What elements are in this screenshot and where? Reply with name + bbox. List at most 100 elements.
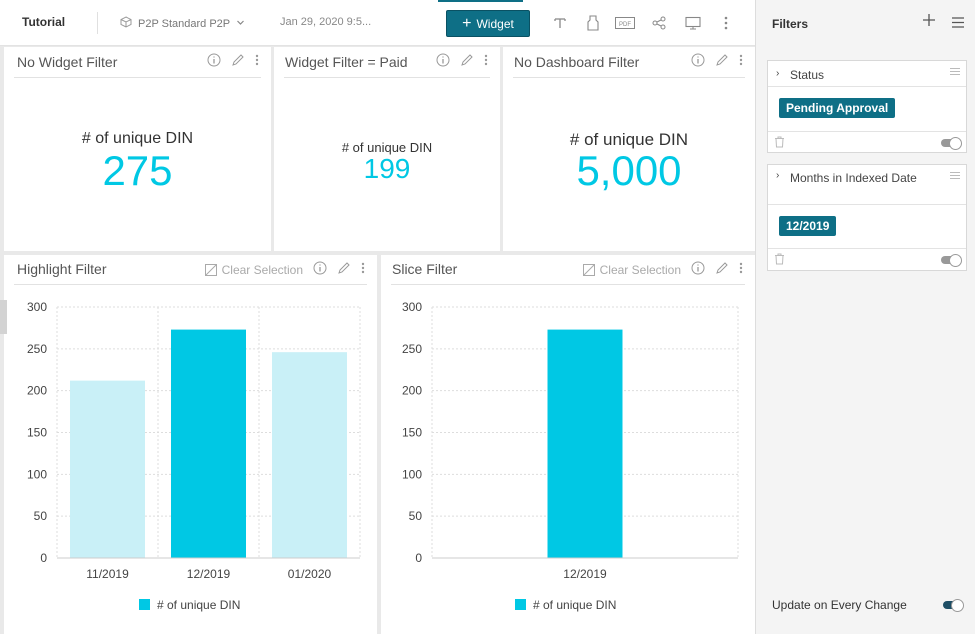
pencil-icon[interactable] xyxy=(460,53,474,70)
info-icon[interactable] xyxy=(691,261,705,278)
x-tick-label: 12/2019 xyxy=(187,567,231,581)
kpi-widget[interactable]: Widget Filter = Paid # of unique DIN 199 xyxy=(274,47,500,251)
y-tick-label: 150 xyxy=(27,426,47,440)
kpi-label: # of unique DIN xyxy=(569,130,689,149)
trash-icon[interactable] xyxy=(774,136,785,148)
y-tick-label: 100 xyxy=(402,467,422,481)
info-icon[interactable] xyxy=(313,261,327,278)
more-vertical-icon[interactable] xyxy=(484,54,488,69)
drag-handle-icon[interactable] xyxy=(950,172,960,179)
y-tick-label: 300 xyxy=(27,300,47,314)
dashboard-selector[interactable]: P2P Standard P2P xyxy=(120,16,245,31)
kpi-value: 275 xyxy=(102,147,173,194)
toolbar-divider xyxy=(97,12,98,34)
clear-selection-icon xyxy=(204,263,217,276)
slice-bar-chart[interactable]: 0 50 100 150 200 250 300 12/2019 # of unique DIN xyxy=(381,255,755,634)
chevron-right-icon[interactable]: › xyxy=(776,68,780,79)
y-tick-label: 250 xyxy=(402,342,422,356)
title-divider xyxy=(391,284,745,285)
filter-enable-toggle[interactable] xyxy=(941,137,962,150)
clear-selection-label: Clear Selection xyxy=(599,262,681,277)
drag-handle-icon[interactable] xyxy=(950,68,960,75)
more-vertical-icon[interactable] xyxy=(361,262,365,277)
clear-selection-label: Clear Selection xyxy=(221,262,303,277)
legend-label: # of unique DIN xyxy=(533,598,616,612)
kpi-label: # of unique DIN xyxy=(341,140,433,155)
bar xyxy=(171,329,246,558)
slice-filter-widget[interactable]: Slice Filter Clear Selection 0 50 100 150 20… xyxy=(381,255,755,634)
pencil-icon[interactable] xyxy=(715,53,729,70)
filter-card-months[interactable]: › Months in Indexed Date 12/2019 xyxy=(767,164,967,271)
x-tick-label: 11/2019 xyxy=(86,567,129,581)
title-divider xyxy=(14,284,367,285)
legend-label: # of unique DIN xyxy=(157,598,240,612)
filter-name: Months in Indexed Date xyxy=(790,171,917,185)
dashboard-date: Jan 29, 2020 9:5... xyxy=(280,16,372,28)
bar xyxy=(547,329,623,558)
active-tab-indicator xyxy=(438,0,523,2)
clear-selection-button[interactable]: Clear Selection xyxy=(204,262,303,277)
info-icon[interactable] xyxy=(691,53,705,70)
text-icon[interactable] xyxy=(551,14,569,32)
x-tick-label: 12/2019 xyxy=(563,567,607,581)
filter-funnel-icon[interactable] xyxy=(584,14,602,32)
kpi-widget[interactable]: No Dashboard Filter # of unique DIN 5,00… xyxy=(503,47,755,251)
app-title: Tutorial xyxy=(22,15,66,29)
trash-icon[interactable] xyxy=(774,253,785,265)
more-vertical-icon[interactable] xyxy=(739,54,743,69)
y-tick-label: 300 xyxy=(402,300,422,314)
x-tick-label: 01/2020 xyxy=(288,567,332,581)
info-icon[interactable] xyxy=(207,53,221,70)
filters-panel: Filters › Status Pending Approval › Mont… xyxy=(755,0,975,634)
add-widget-label: Widget xyxy=(476,16,514,31)
more-vertical-icon[interactable] xyxy=(717,14,735,32)
y-tick-label: 200 xyxy=(402,384,422,398)
filter-name: Status xyxy=(790,68,825,82)
monitor-icon[interactable] xyxy=(684,14,702,32)
share-icon[interactable] xyxy=(650,14,668,32)
clear-selection-icon xyxy=(582,263,595,276)
title-divider xyxy=(14,77,261,78)
y-tick-label: 50 xyxy=(409,509,423,523)
pencil-icon[interactable] xyxy=(231,53,245,70)
filter-card-status[interactable]: › Status Pending Approval xyxy=(767,60,967,153)
filters-header: Filters xyxy=(772,17,809,31)
kpi-widget[interactable]: No Widget Filter # of unique DIN 275 xyxy=(4,47,271,251)
more-vertical-icon[interactable] xyxy=(739,262,743,277)
filter-value-chip[interactable]: Pending Approval xyxy=(779,98,896,118)
filter-card-divider xyxy=(768,204,966,205)
filter-value-chip[interactable]: 12/2019 xyxy=(779,216,837,236)
update-on-change-toggle[interactable] xyxy=(943,599,964,612)
clear-selection-button[interactable]: Clear Selection xyxy=(582,262,681,277)
widget-title: Slice Filter xyxy=(392,261,458,277)
y-tick-label: 50 xyxy=(34,509,48,523)
chevron-down-icon xyxy=(236,18,245,30)
widget-title: No Widget Filter xyxy=(17,54,118,70)
kpi-value: 199 xyxy=(363,153,411,184)
dashboard-name: P2P Standard P2P xyxy=(138,17,231,30)
y-tick-label: 0 xyxy=(40,551,47,565)
title-divider xyxy=(284,77,490,78)
chevron-right-icon[interactable]: › xyxy=(776,170,780,181)
more-vertical-icon[interactable] xyxy=(255,54,259,69)
pencil-icon[interactable] xyxy=(715,261,729,278)
filter-enable-toggle[interactable] xyxy=(941,254,962,267)
filter-card-divider xyxy=(768,131,966,132)
info-icon[interactable] xyxy=(436,53,450,70)
add-filter-icon[interactable] xyxy=(922,13,936,32)
bar xyxy=(70,380,145,558)
hamburger-menu-icon[interactable] xyxy=(952,15,964,33)
plus-icon: + xyxy=(462,14,472,32)
title-divider xyxy=(513,77,745,78)
left-collapse-handle[interactable] xyxy=(0,300,7,334)
highlight-filter-widget[interactable]: Highlight Filter Clear Selection 0 50 100 1… xyxy=(4,255,377,634)
add-widget-button[interactable]: + Widget xyxy=(446,10,530,37)
highlight-bar-chart[interactable]: 0 50 100 150 200 250 300 11/2019 12/2019 01/2020 #… xyxy=(4,255,377,634)
pdf-icon[interactable]: PDF xyxy=(614,14,636,32)
top-toolbar: Tutorial P2P Standard P2P Jan 29, 2020 9… xyxy=(0,0,755,46)
y-tick-label: 150 xyxy=(402,426,422,440)
widget-title: Highlight Filter xyxy=(17,261,107,277)
pencil-icon[interactable] xyxy=(337,261,351,278)
y-tick-label: 250 xyxy=(27,342,47,356)
cube-icon xyxy=(120,16,132,31)
